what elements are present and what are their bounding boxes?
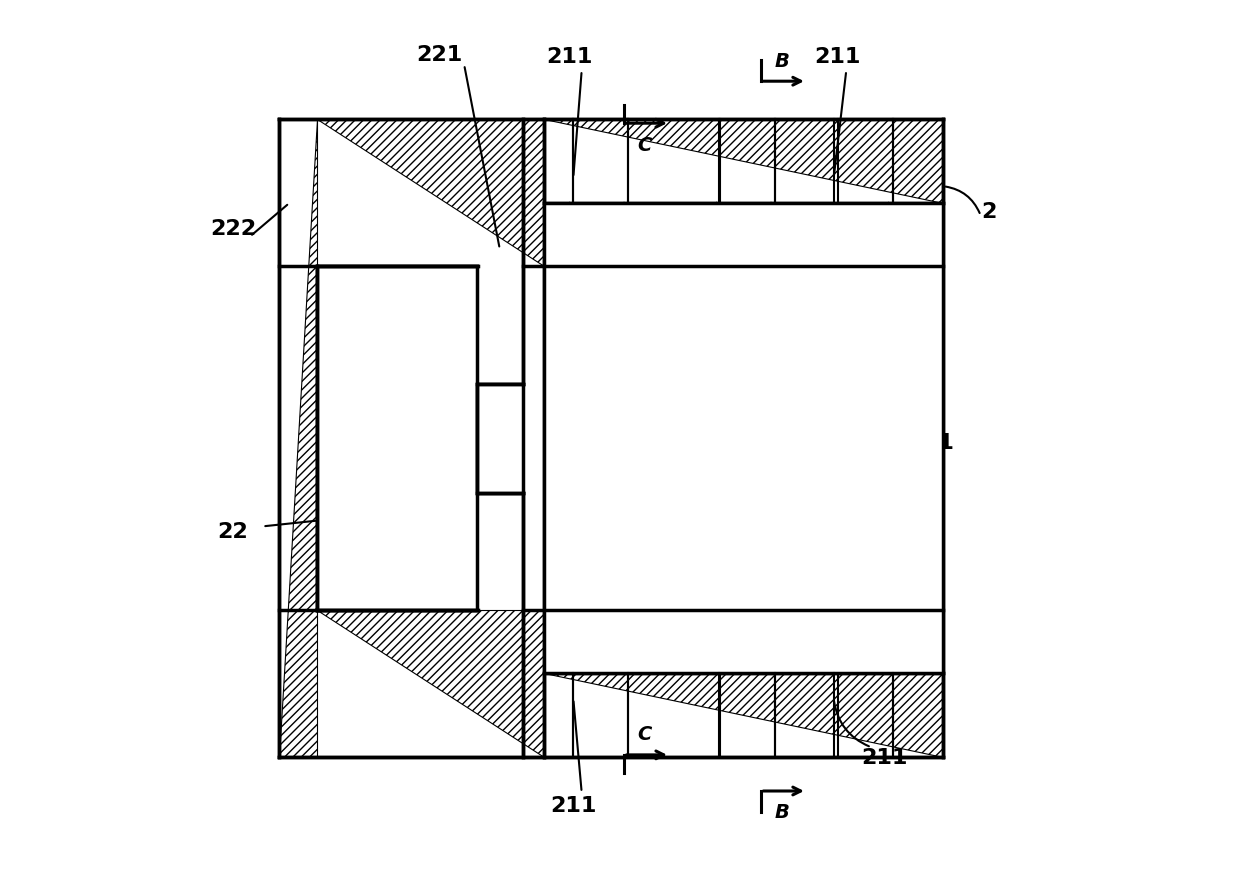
PathPatch shape	[279, 120, 317, 758]
Text: 211: 211	[550, 795, 596, 815]
Text: 211: 211	[861, 747, 907, 767]
PathPatch shape	[317, 611, 544, 758]
Bar	[477, 384, 523, 494]
Text: 211: 211	[546, 47, 592, 67]
Text: 22: 22	[218, 521, 249, 541]
Text: C: C	[638, 136, 652, 155]
Bar	[317, 267, 477, 611]
PathPatch shape	[544, 673, 943, 758]
PathPatch shape	[317, 120, 544, 267]
Text: 222: 222	[211, 219, 256, 239]
Text: 21: 21	[923, 433, 954, 453]
Text: 211: 211	[815, 47, 861, 67]
Text: C: C	[638, 725, 652, 744]
Text: 2: 2	[981, 202, 997, 222]
PathPatch shape	[544, 120, 943, 203]
Text: B: B	[774, 51, 789, 70]
Text: B: B	[774, 803, 789, 821]
Bar	[544, 203, 943, 673]
Text: 221: 221	[416, 45, 462, 65]
